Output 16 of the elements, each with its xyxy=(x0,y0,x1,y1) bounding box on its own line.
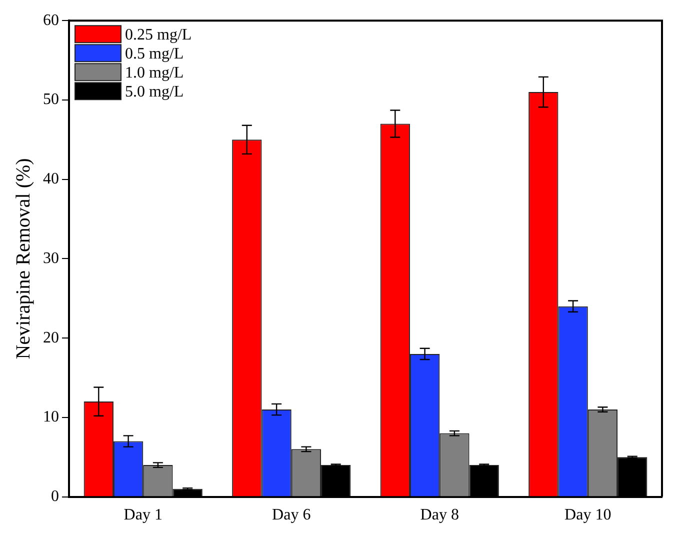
y-tick-label: 20 xyxy=(43,329,59,346)
legend-label: 0.5 mg/L xyxy=(125,45,184,62)
y-axis-title: Nevirapine Removal (%) xyxy=(12,158,34,360)
x-tick-label: Day 1 xyxy=(124,506,162,524)
y-tick-label: 60 xyxy=(43,12,59,29)
y-tick-label: 0 xyxy=(51,488,59,506)
y-tick-label: 40 xyxy=(43,170,59,188)
legend-label: 0.25 mg/L xyxy=(125,26,192,44)
x-tick-label: Day 10 xyxy=(564,506,612,524)
y-tick-label: 30 xyxy=(43,250,59,267)
legend-label: 5.0 mg/L xyxy=(125,83,184,100)
y-tick-label: 10 xyxy=(43,408,59,426)
legend-label: 1.0 mg/L xyxy=(125,64,184,82)
y-tick-label: 50 xyxy=(43,91,59,108)
x-tick-label: Day 8 xyxy=(420,506,459,524)
x-tick-label: Day 6 xyxy=(272,506,311,524)
